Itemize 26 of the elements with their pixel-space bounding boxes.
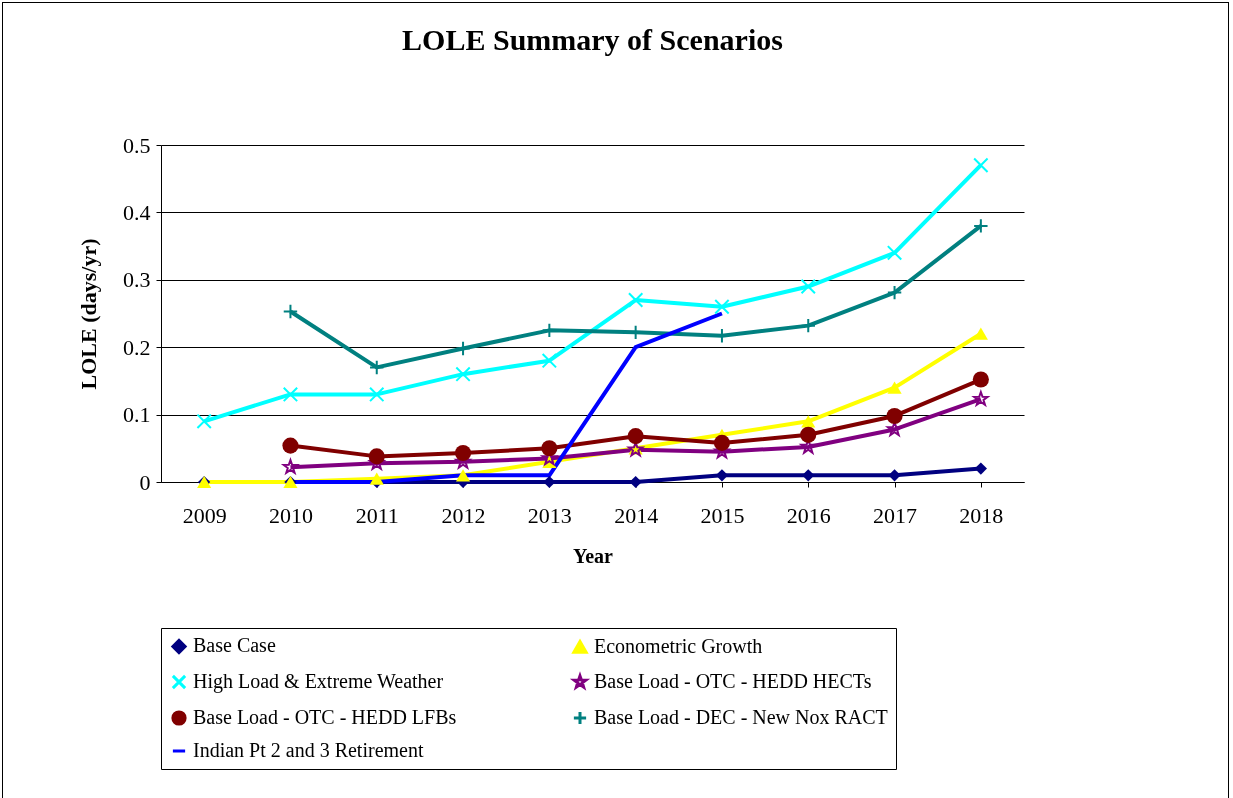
y-tick-label: 0.3 bbox=[123, 267, 151, 293]
legend-label: Base Load - OTC - HEDD LFBs bbox=[193, 706, 457, 728]
legend-label: High Load & Extreme Weather bbox=[193, 670, 444, 693]
chart-title: LOLE Summary of Scenarios bbox=[402, 23, 783, 56]
x-tick-label: 2016 bbox=[786, 502, 831, 528]
y-tick-label: 0 bbox=[139, 469, 151, 495]
x-tick-label: 2009 bbox=[182, 502, 227, 528]
x-tick-label: 2018 bbox=[959, 502, 1004, 528]
x-tick-label: 2013 bbox=[527, 502, 572, 528]
x-tick-label: 2015 bbox=[700, 502, 745, 528]
x-tick-label: 2010 bbox=[268, 502, 313, 528]
y-tick-label: 0.2 bbox=[123, 334, 151, 360]
y-tick-label: 0.1 bbox=[123, 402, 151, 428]
x-tick-label: 2012 bbox=[441, 502, 486, 528]
x-tick-label: 2017 bbox=[873, 502, 918, 528]
legend-label: Indian Pt 2 and 3 Retirement bbox=[193, 739, 424, 761]
legend-label: Base Load - OTC - HEDD HECTs bbox=[594, 670, 872, 692]
legend-label: Base Case bbox=[193, 634, 276, 657]
x-tick-label: 2011 bbox=[355, 502, 399, 528]
y-tick-label: 0.4 bbox=[123, 199, 151, 225]
x-axis-title: Year bbox=[573, 544, 614, 567]
legend-label: Base Load - DEC - New Nox RACT bbox=[594, 706, 888, 728]
legend-label: Econometric Growth bbox=[594, 634, 763, 657]
y-tick-label: 0.5 bbox=[123, 132, 151, 158]
y-axis-title: LOLE (days/yr) bbox=[76, 238, 101, 390]
x-tick-label: 2014 bbox=[614, 502, 659, 528]
